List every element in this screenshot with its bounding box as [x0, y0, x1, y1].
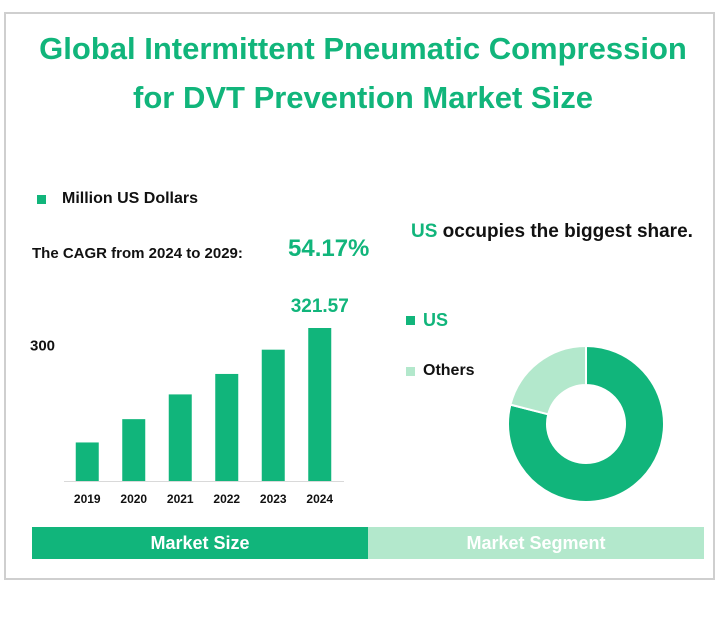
title-line-2: for DVT Prevention Market Size [133, 80, 593, 115]
share-rest: occupies the biggest share. [437, 221, 693, 242]
bar-2020 [122, 419, 146, 481]
cagr-value: 54.17% [288, 235, 370, 262]
donut-slice-us [507, 344, 665, 503]
share-highlight: US [411, 221, 438, 242]
unit-legend-swatch [37, 194, 46, 204]
legend-swatch-us [406, 316, 415, 325]
bar-2024 [308, 328, 332, 481]
x-tick-label-2020: 2020 [120, 492, 147, 506]
x-tick-label-2023: 2023 [260, 492, 287, 506]
legend-label-us: US [423, 310, 449, 330]
x-tick-label-2021: 2021 [167, 492, 194, 506]
bar-2019 [75, 442, 99, 481]
x-tick-label-2024: 2024 [306, 492, 333, 506]
tab-market-segment[interactable]: Market Segment [368, 527, 704, 559]
cagr-label: The CAGR from 2024 to 2029: [32, 245, 243, 262]
tab-market-size[interactable]: Market Size [32, 527, 368, 559]
y-tick-label-300: 300 [30, 337, 55, 354]
bar-2021 [168, 394, 192, 481]
data-label-2024: 321.57 [291, 296, 349, 317]
share-statement: US occupies the biggest share. [411, 221, 693, 243]
donut-slice-others [509, 344, 587, 416]
legend-item-others: Others [406, 362, 475, 380]
page-title: Global Intermittent Pneumatic Compressio… [0, 24, 726, 122]
legend-swatch-others [406, 366, 415, 376]
legend-label-others: Others [423, 362, 475, 379]
title-line-1: Global Intermittent Pneumatic Compressio… [39, 31, 687, 66]
x-tick-label-2019: 2019 [74, 492, 101, 506]
x-tick-label-2022: 2022 [213, 492, 240, 506]
bar-2023 [261, 349, 285, 481]
bar-2022 [215, 373, 239, 481]
unit-legend: Million US Dollars [37, 190, 198, 208]
unit-legend-label: Million US Dollars [62, 190, 199, 207]
legend-item-us: US [406, 310, 448, 331]
